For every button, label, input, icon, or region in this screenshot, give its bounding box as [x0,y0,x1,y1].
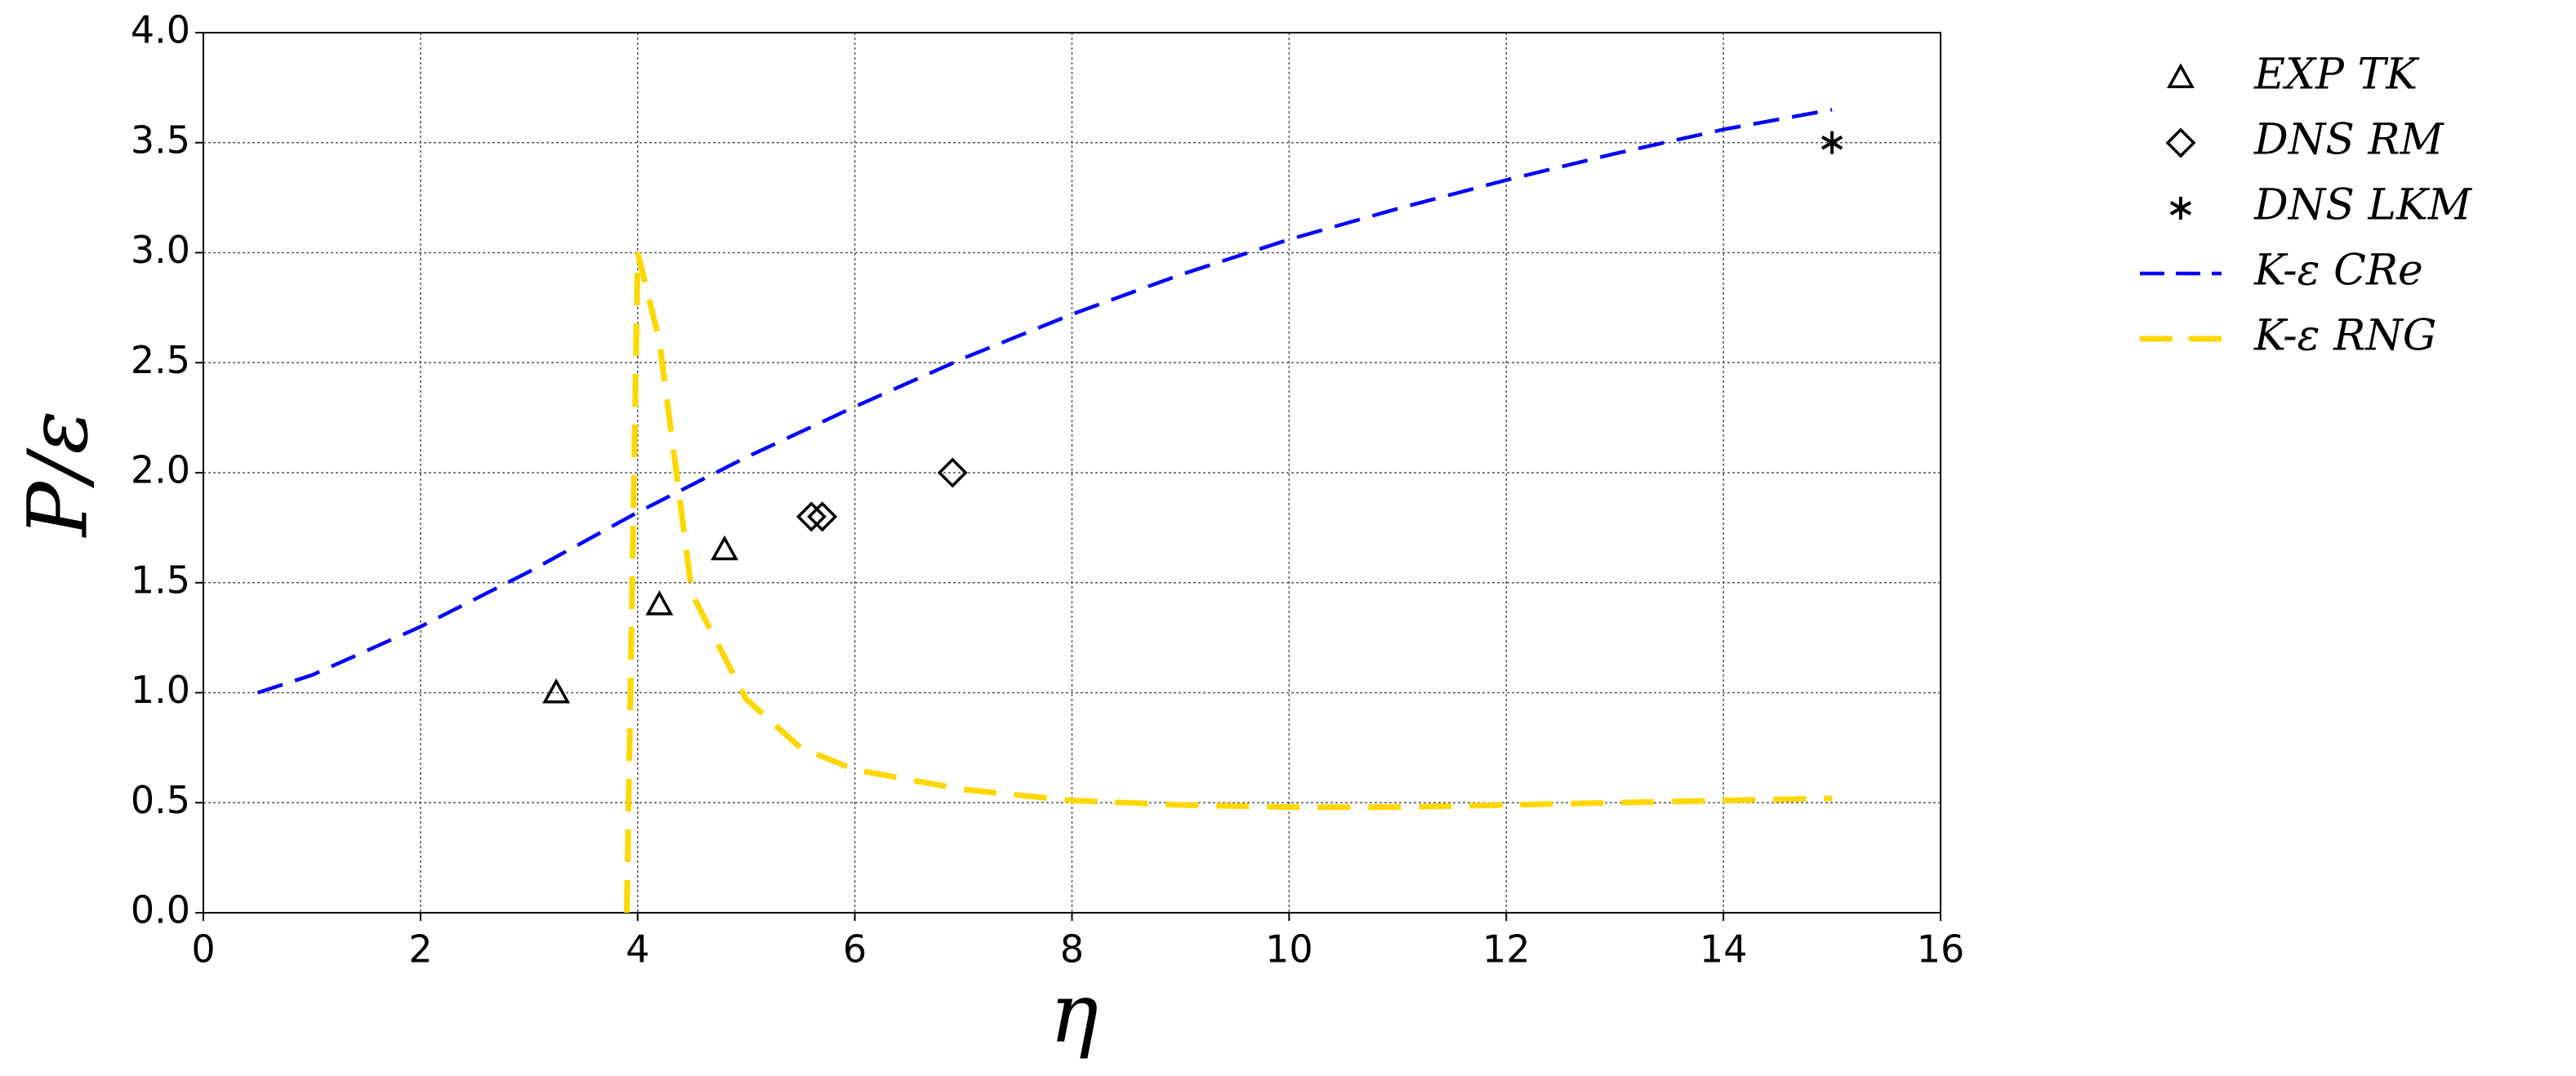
y-tick-label: 4.0 [131,8,190,52]
legend-label: EXP TK [2253,51,2420,100]
legend-label: DNS RM [2253,116,2445,165]
y-tick-label: 2.0 [131,448,190,492]
x-tick-label: 4 [626,927,649,972]
y-tick-label: 3.0 [131,228,190,272]
y-tick-label: 1.5 [131,558,190,602]
y-axis-label: P/ε [11,411,106,539]
legend-swatch [2167,63,2195,88]
x-axis-label: η [1050,966,1099,1061]
data-point [937,457,968,488]
x-tick-label: 16 [1917,927,1965,972]
legend-swatch [2169,197,2192,220]
x-tick-label: 12 [1482,927,1531,972]
data-point [645,590,674,616]
y-tick-label: 3.5 [131,118,190,162]
x-tick-label: 14 [1700,927,1748,972]
plot-frame [203,32,1941,914]
y-tick-label: 0.0 [131,888,190,932]
data-point [711,535,739,561]
x-tick-label: 8 [1060,927,1084,972]
data-point [542,678,571,704]
legend-label: K-ε RNG [2253,312,2436,361]
data-point [807,501,838,532]
x-tick-label: 6 [843,927,867,972]
y-tick-label: 1.0 [131,668,190,712]
x-tick-label: 0 [191,927,215,972]
data-point [796,501,827,532]
legend-label: K-ε CRe [2253,247,2423,296]
data-line [623,251,1833,914]
x-tick-label: 2 [408,927,432,972]
data-point [1821,131,1843,154]
y-tick-label: 0.5 [131,778,190,822]
legend-label: DNS LKM [2253,181,2473,230]
x-tick-label: 10 [1265,927,1313,972]
legend-swatch [2165,127,2196,158]
y-tick-label: 2.5 [131,338,190,382]
data-line [256,108,1833,695]
